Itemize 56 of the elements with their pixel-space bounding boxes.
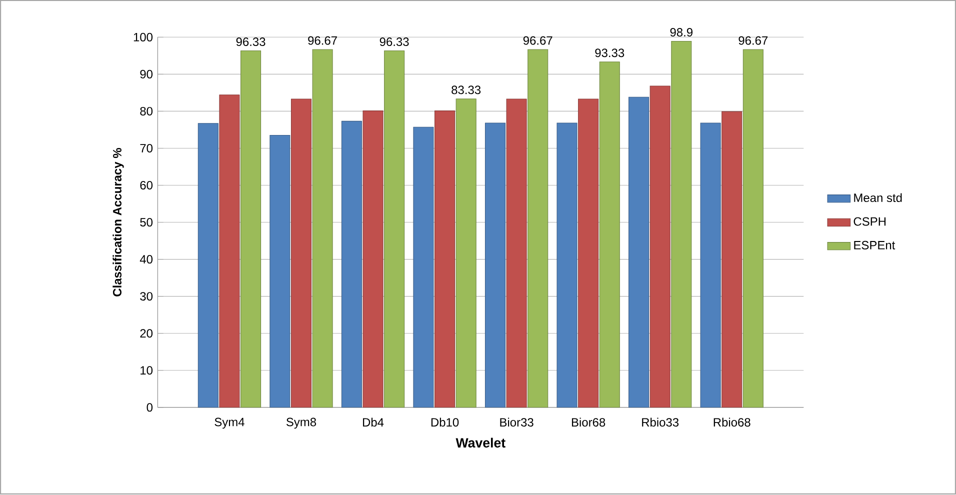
data-label: 83.33 xyxy=(452,86,481,94)
x-tick-label: Bior33 xyxy=(500,418,534,427)
bar xyxy=(650,86,670,408)
x-axis-title: Wavelet xyxy=(456,438,506,448)
bar xyxy=(219,94,240,408)
legend-label: ESPEnt xyxy=(854,241,896,250)
bar xyxy=(413,127,434,408)
bar xyxy=(528,49,548,408)
bar xyxy=(384,50,405,408)
x-tick-label: Rbio33 xyxy=(642,418,679,427)
y-tick-label: 90 xyxy=(140,70,153,79)
bar xyxy=(270,135,290,408)
data-label: 96.33 xyxy=(236,38,266,46)
y-tick-label: 100 xyxy=(134,33,153,42)
bar xyxy=(341,121,362,408)
bar xyxy=(434,110,456,408)
bar xyxy=(484,123,506,408)
bar xyxy=(312,49,333,408)
bar xyxy=(240,50,262,408)
bar xyxy=(198,123,218,408)
data-label: 96.67 xyxy=(738,36,768,46)
data-label: 98.9 xyxy=(670,28,692,37)
bar xyxy=(290,98,312,408)
y-tick-label: 10 xyxy=(140,366,153,375)
bar xyxy=(556,123,578,408)
data-label: 96.67 xyxy=(308,36,337,46)
y-tick-label: 40 xyxy=(140,255,153,264)
y-tick-label: 20 xyxy=(140,329,153,338)
data-label: 93.33 xyxy=(595,48,624,58)
x-tick-label: Bior68 xyxy=(572,418,606,427)
bar xyxy=(742,49,764,408)
bar xyxy=(456,98,476,408)
y-tick-label: 80 xyxy=(140,107,153,116)
x-tick-label: Db10 xyxy=(431,418,459,427)
bar xyxy=(700,123,721,408)
y-tick-label: 70 xyxy=(140,144,153,153)
legend-label: CSPH xyxy=(854,217,886,226)
y-tick-label: 30 xyxy=(140,292,153,301)
data-label: 96.33 xyxy=(380,38,409,46)
legend-label: Mean std xyxy=(854,193,902,202)
y-tick-label: 60 xyxy=(140,181,153,190)
y-tick-label: 0 xyxy=(146,403,153,412)
data-label: 96.67 xyxy=(523,36,552,46)
bar xyxy=(506,98,527,408)
bar xyxy=(578,98,599,408)
x-tick-label: Rbio68 xyxy=(714,418,750,427)
x-tick-label: Sym4 xyxy=(214,418,244,429)
y-tick-label: 50 xyxy=(140,218,153,227)
bar xyxy=(628,97,650,408)
bar xyxy=(722,112,742,408)
y-axis-title: Classification Accuracy % xyxy=(112,148,124,297)
bar xyxy=(362,110,384,408)
x-tick-label: Sym8 xyxy=(286,418,316,429)
bar xyxy=(671,41,692,408)
x-tick-label: Db4 xyxy=(362,418,384,427)
bar xyxy=(599,62,620,408)
